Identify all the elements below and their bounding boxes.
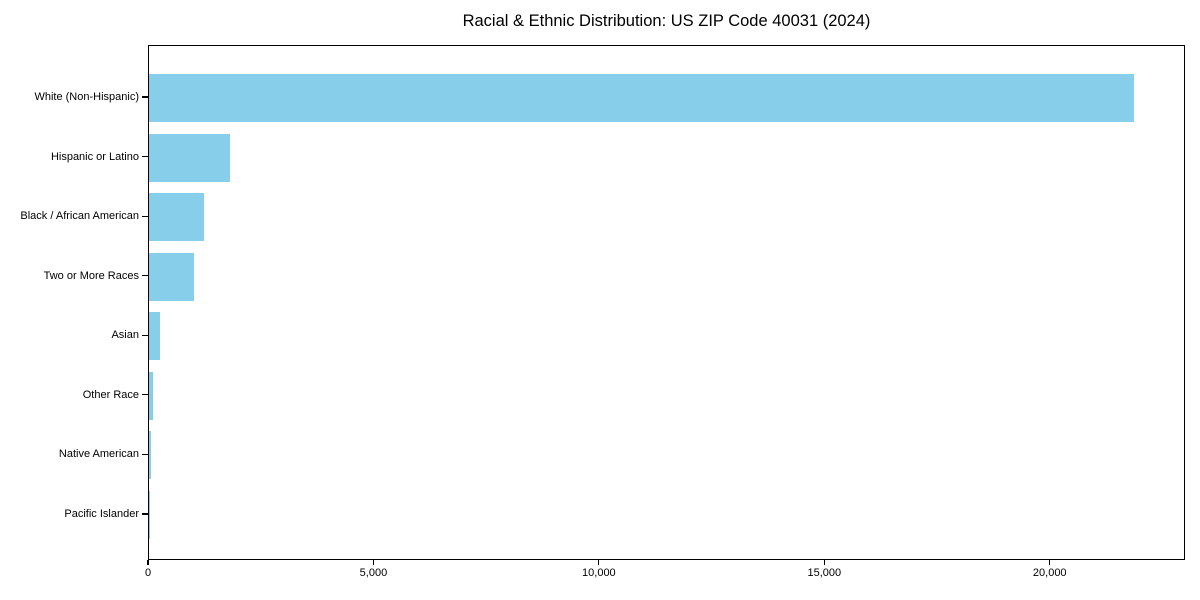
x-tick-label: 5,000 xyxy=(359,567,388,579)
y-axis-label: Native American xyxy=(58,448,139,461)
bar-asian xyxy=(149,312,161,361)
plot-area xyxy=(148,45,1185,560)
chart-title: Racial & Ethnic Distribution: US ZIP Cod… xyxy=(462,12,871,30)
bar-other-race xyxy=(149,371,154,420)
bar-native-american xyxy=(149,431,152,480)
y-axis-label: Black / African American xyxy=(20,210,139,223)
y-axis-label: Hispanic or Latino xyxy=(50,150,139,163)
y-axis-label: Asian xyxy=(111,329,139,342)
y-axis-label: Other Race xyxy=(82,388,139,401)
y-tick-mark xyxy=(142,155,148,158)
x-tick-label: 10,000 xyxy=(582,567,616,579)
y-axis-label: Pacific Islander xyxy=(64,507,139,520)
y-tick-mark xyxy=(142,453,148,455)
y-axis-label: Two or More Races xyxy=(43,269,139,282)
y-tick-mark xyxy=(142,394,148,396)
y-tick-mark xyxy=(142,215,148,217)
y-tick-mark xyxy=(142,96,148,98)
x-tick-mark xyxy=(1049,560,1051,565)
y-tick-mark xyxy=(142,513,148,515)
x-tick-mark xyxy=(823,560,825,565)
bar-two-or-more-races xyxy=(149,252,194,301)
y-axis-label: White (Non-Hispanic) xyxy=(34,91,139,103)
bar-black-african-american xyxy=(149,193,204,242)
x-tick-mark xyxy=(372,560,375,565)
bar-white-non-hispanic xyxy=(149,74,1135,122)
y-tick-mark xyxy=(142,275,148,277)
y-tick-mark xyxy=(142,334,148,336)
x-tick-label: 20,000 xyxy=(1032,567,1067,579)
bar-hispanic-or-latino xyxy=(149,133,230,182)
x-tick-label: 15,000 xyxy=(807,567,842,579)
x-tick-label: 0 xyxy=(144,567,152,579)
x-tick-mark xyxy=(598,560,600,565)
x-tick-mark xyxy=(147,560,149,565)
